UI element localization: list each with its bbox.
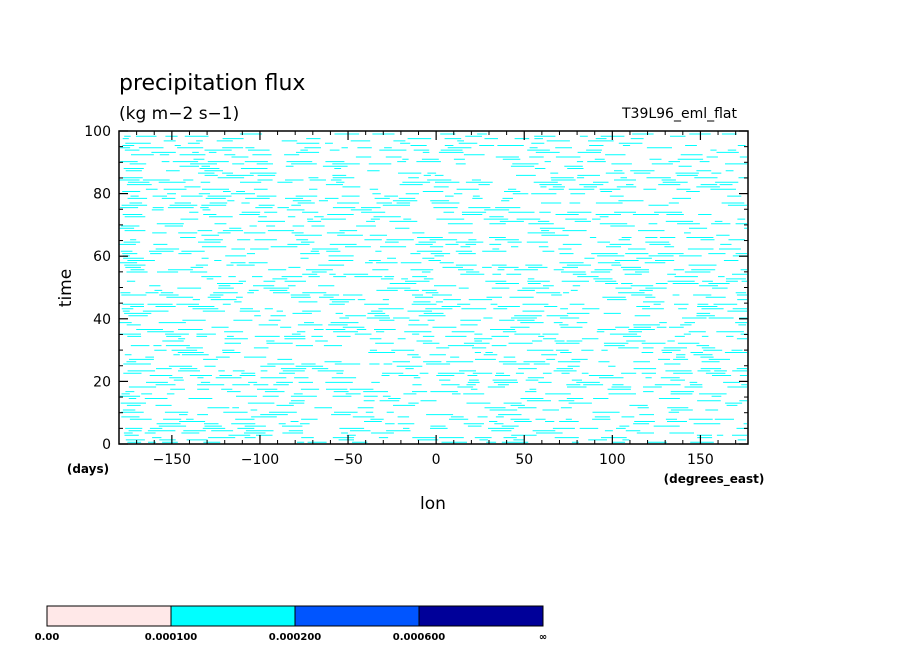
y-tick-label: 0 — [102, 437, 111, 453]
chart-units: (kg m−2 s−1) — [119, 104, 239, 124]
axes: −150 −100 −50 0 50 100 150 0 20 40 60 80 100 — [84, 124, 748, 468]
colorbar-level-label: 0.000100 — [145, 632, 198, 643]
y-tick-label: 20 — [93, 374, 111, 390]
x-axis-units: (degrees_east) — [664, 472, 765, 487]
colorbar-swatch — [418, 605, 544, 627]
x-tick-label: −50 — [333, 452, 363, 468]
x-tick-label: −150 — [153, 452, 191, 468]
colorbar-swatch — [294, 605, 420, 627]
x-axis-label: lon — [420, 494, 446, 514]
precip-streaks — [119, 133, 747, 443]
run-label: T39L96_eml_flat — [621, 106, 738, 122]
x-tick-label: 0 — [432, 452, 441, 468]
colorbar-level-label: 0.000200 — [269, 632, 322, 643]
y-tick-label: 40 — [93, 312, 111, 328]
y-tick-label: 80 — [93, 187, 111, 203]
colorbar: 0.00 0.000100 0.000200 0.000600 ∞ — [35, 605, 547, 643]
colorbar-level-label: 0.000600 — [393, 632, 446, 643]
colorbar-swatch — [46, 605, 172, 627]
x-tick-label: 100 — [599, 452, 626, 468]
colorbar-level-label: ∞ — [539, 632, 547, 643]
colorbar-level-label: 0.00 — [35, 632, 60, 643]
x-tick-label: 150 — [687, 452, 714, 468]
y-tick-label: 100 — [84, 124, 111, 140]
x-tick-label: −100 — [241, 452, 279, 468]
precipitation-field — [119, 133, 747, 443]
y-axis-units: (days) — [67, 462, 109, 476]
chart-title: precipitation flux — [119, 71, 305, 96]
x-tick-label: 50 — [515, 452, 533, 468]
y-axis-label: time — [56, 269, 76, 307]
y-tick-label: 60 — [93, 249, 111, 265]
colorbar-swatch — [170, 605, 296, 627]
